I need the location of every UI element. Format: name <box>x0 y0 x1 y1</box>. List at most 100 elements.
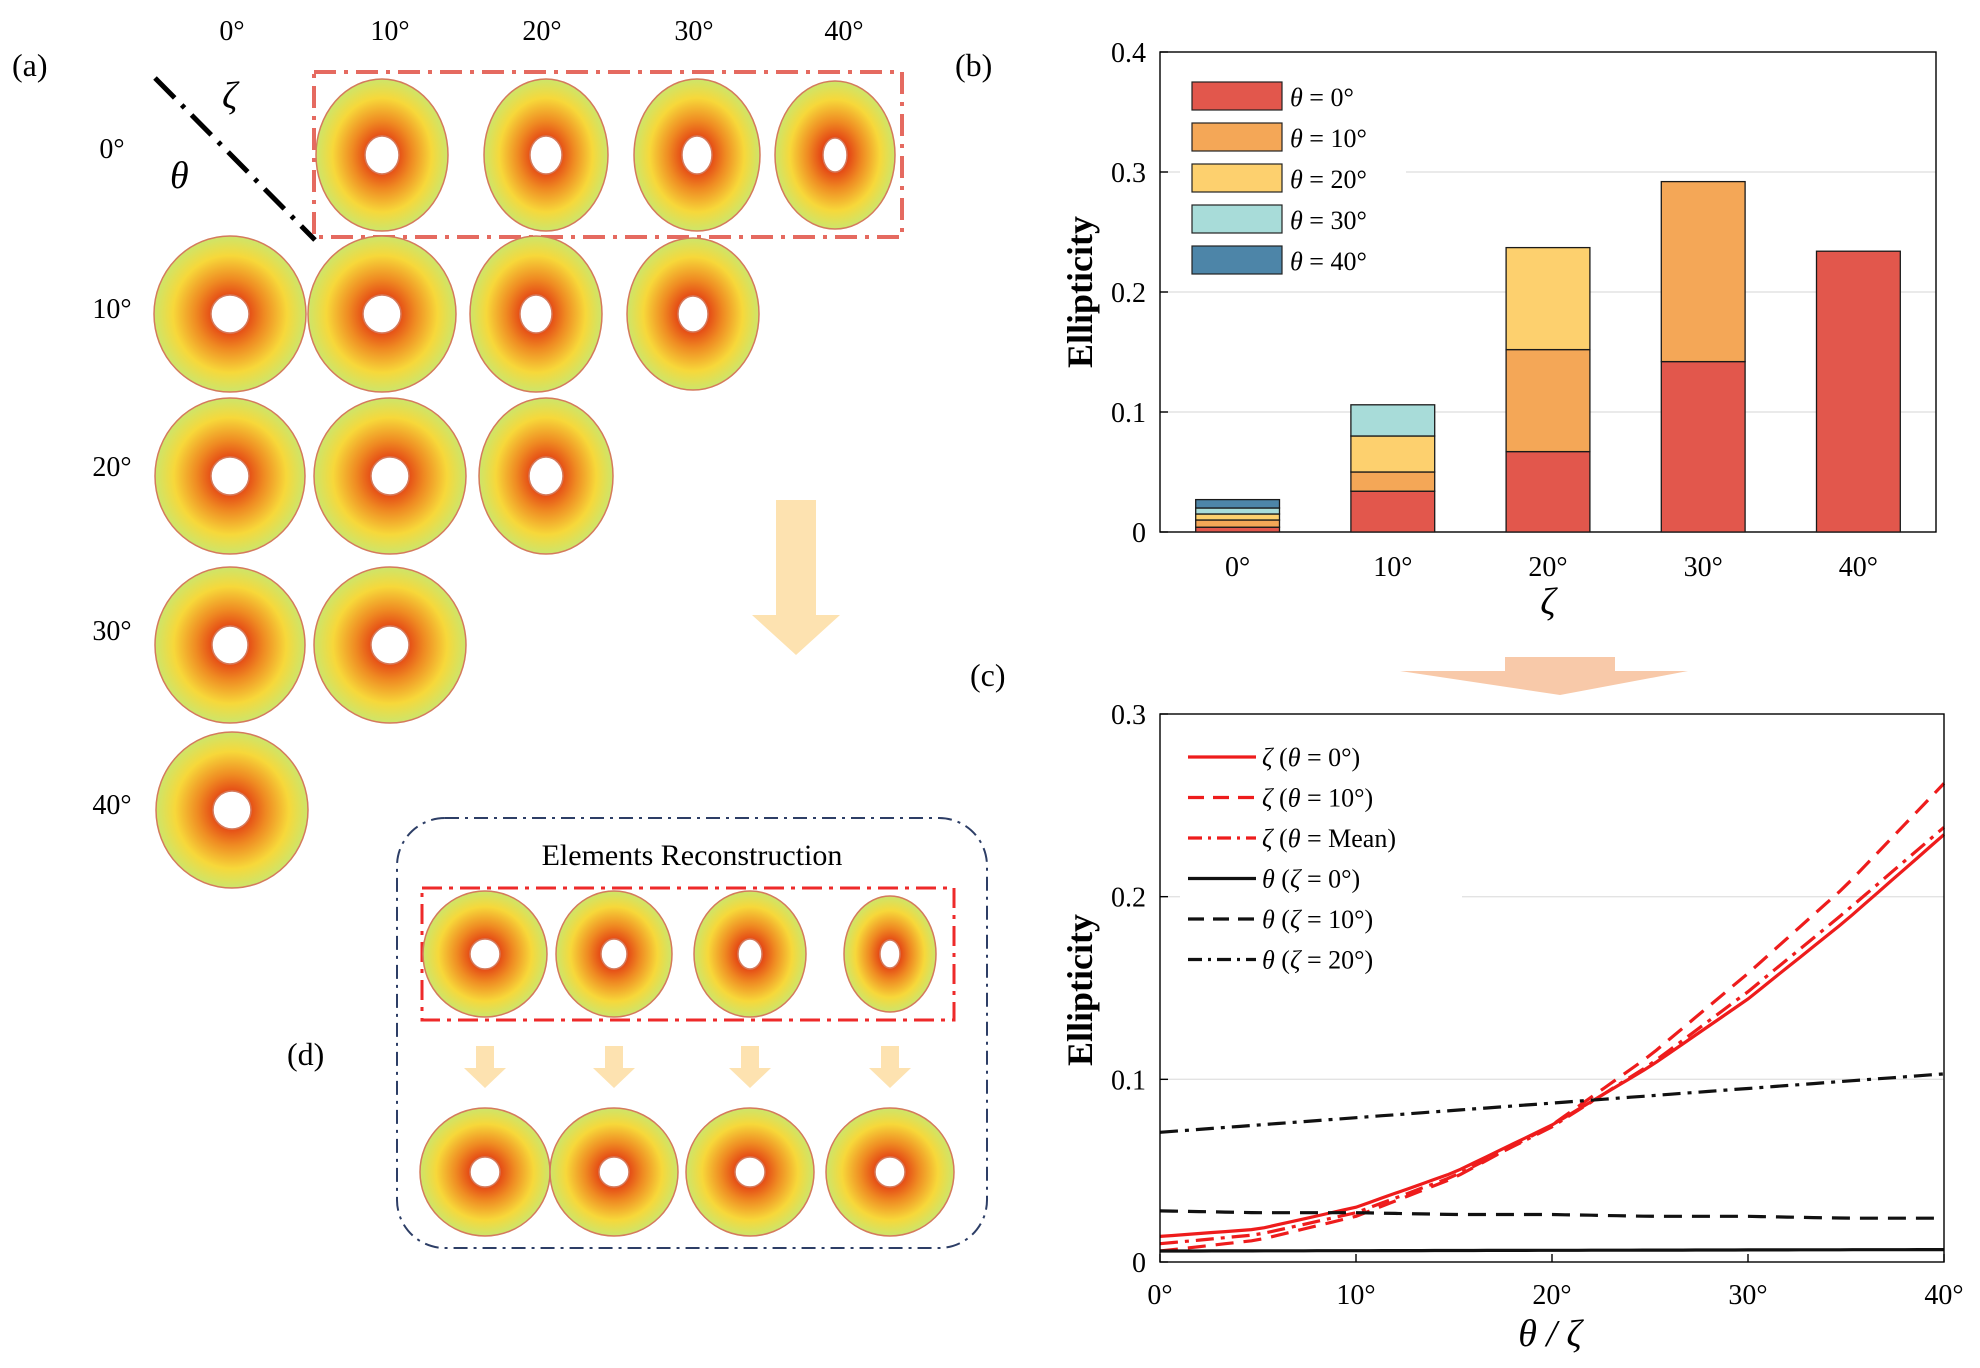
bar-xtick-label: 0° <box>1225 552 1250 583</box>
line-legend-label: ζ (θ = 10°) <box>1262 784 1373 813</box>
line-legend-label: θ (ζ = 0°) <box>1262 865 1360 894</box>
line-series-2 <box>1159 826 1946 1246</box>
panel-a-disc-grid: (a) ζ θ 0° 10° 20° 30° 40° 0° 10° 20° 30… <box>12 16 904 889</box>
line-chart-xlabel: θ / ζ <box>1518 1313 1584 1355</box>
line-ytick-label: 0.1 <box>1111 1065 1146 1096</box>
reconstruction-box <box>396 817 988 1249</box>
original-element-1 <box>422 890 548 1018</box>
bar-ytick-label: 0.4 <box>1111 38 1146 69</box>
line-ytick-label: 0 <box>1132 1248 1146 1279</box>
bar-legend-swatch <box>1191 245 1283 275</box>
disc-theta20-zeta20 <box>478 397 614 555</box>
line-series-4 <box>1159 1209 1944 1220</box>
col-label-zeta-20: 20° <box>522 16 561 47</box>
bar-segment-10deg-series-3 <box>1350 404 1436 437</box>
bar-legend-swatch <box>1191 81 1283 111</box>
bar-legend-swatch <box>1191 163 1283 193</box>
bar-legend-swatch <box>1191 122 1283 152</box>
bar-segment-20deg-series-2 <box>1505 246 1591 351</box>
highlight-frame-row-0 <box>312 70 904 239</box>
panel-d-reconstruction: (d) Elements Reconstruction <box>287 817 988 1249</box>
bar-legend-label: θ = 20° <box>1290 165 1367 194</box>
line-chart-ylabel: Ellipticity <box>1060 914 1100 1066</box>
bar-xtick-label: 30° <box>1684 552 1723 583</box>
bar-segment-30deg-series-0 <box>1660 360 1746 533</box>
panel-b-label: (b) <box>955 47 992 83</box>
panel-b-stacked-bar-chart: (b) 0 0.1 0.2 0.3 0.4 0° 10° 20° 30° 40° Ellipti… <box>955 38 1937 623</box>
bar-segment-10deg-series-0 <box>1350 490 1436 533</box>
bar-segment-10deg-series-2 <box>1350 435 1436 473</box>
bar-ytick-label: 0.3 <box>1111 158 1146 189</box>
bar-segment-20deg-series-1 <box>1505 348 1591 453</box>
bar-segment-10deg-series-1 <box>1350 471 1436 492</box>
bar-legend-swatch <box>1191 204 1283 234</box>
disc-theta0-zeta10 <box>315 78 449 232</box>
bar-legend-label: θ = 40° <box>1290 247 1367 276</box>
reconstruct-arrow-3 <box>729 1046 771 1088</box>
bar-chart-xlabel: ζ <box>1540 581 1558 623</box>
bar-xtick-label: 40° <box>1839 552 1878 583</box>
down-arrow-to-d <box>752 500 840 655</box>
original-element-2 <box>555 890 673 1018</box>
bar-segment-0deg-series-3 <box>1195 507 1281 515</box>
line-series-0 <box>1159 833 1946 1238</box>
disc-theta10-zeta0 <box>153 235 307 393</box>
bar-xtick-label: 10° <box>1373 552 1412 583</box>
reconstructed-element-2 <box>549 1107 679 1237</box>
bar-ytick-label: 0 <box>1132 518 1146 549</box>
diagonal-divider <box>153 76 317 242</box>
bar-segment-0deg-series-0 <box>1195 526 1281 533</box>
disc-theta30-zeta10 <box>313 566 467 724</box>
bar-segment-0deg-series-1 <box>1195 519 1281 528</box>
bar-segment-0deg-series-4 <box>1195 498 1281 509</box>
line-xtick-label: 0° <box>1147 1280 1172 1311</box>
bar-chart-legend: θ = 0° θ = 10° θ = 20° θ = 30° θ = 40° <box>1180 68 1406 290</box>
disc-theta40-zeta0 <box>155 731 309 889</box>
disc-theta10-zeta10 <box>307 235 457 393</box>
bar-legend-label: θ = 0° <box>1290 83 1354 112</box>
disc-theta20-zeta0 <box>154 397 306 555</box>
original-elements-frame <box>420 886 956 1022</box>
panel-d-label: (d) <box>287 1036 324 1072</box>
panel-a-label: (a) <box>12 47 48 83</box>
bar-xtick-label: 20° <box>1528 552 1567 583</box>
bar-legend-label: θ = 30° <box>1290 206 1367 235</box>
elements-reconstruction-title: Elements Reconstruction <box>542 839 843 872</box>
row-label-theta-20: 20° <box>92 452 131 483</box>
col-label-zeta-0: 0° <box>219 16 244 47</box>
line-xtick-label: 10° <box>1336 1280 1375 1311</box>
disc-theta0-zeta40 <box>774 80 896 230</box>
reconstruct-arrow-1 <box>464 1046 506 1088</box>
line-xtick-label: 40° <box>1924 1280 1963 1311</box>
panel-c-line-chart: (c) 0 0.1 0.2 0.3 0° 10° 20° 30° 40° Ellipticit… <box>970 657 1964 1355</box>
line-series-5 <box>1159 1072 1945 1134</box>
bar-ytick-label: 0.2 <box>1111 278 1146 309</box>
bar-segment-40deg-series-0 <box>1815 250 1901 533</box>
reconstructed-element-3 <box>685 1107 815 1237</box>
bar-segment-30deg-series-1 <box>1660 180 1746 363</box>
disc-theta0-zeta30 <box>633 78 761 232</box>
panel-c-label: (c) <box>970 657 1006 693</box>
line-legend-bg <box>1180 730 1462 980</box>
line-xtick-label: 30° <box>1728 1280 1767 1311</box>
row-label-theta-10: 10° <box>92 294 131 325</box>
bar-legend-label: θ = 10° <box>1290 124 1367 153</box>
theta-header-symbol: θ <box>170 155 189 197</box>
row-label-theta-30: 30° <box>92 616 131 647</box>
col-label-zeta-10: 10° <box>370 16 409 47</box>
reconstruct-arrow-2 <box>593 1046 635 1088</box>
disc-theta0-zeta20 <box>483 78 609 232</box>
line-legend-label: ζ (θ = Mean) <box>1262 824 1396 853</box>
line-ytick-label: 0.3 <box>1111 700 1146 731</box>
reconstruct-arrow-4 <box>869 1046 911 1088</box>
reconstructed-element-1 <box>419 1107 551 1237</box>
disc-theta20-zeta10 <box>313 397 467 555</box>
line-legend-label: θ (ζ = 10°) <box>1262 905 1373 934</box>
original-element-3 <box>693 890 807 1018</box>
reconstructed-element-4 <box>825 1107 955 1237</box>
line-chart-legend: ζ (θ = 0°) ζ (θ = 10°) ζ (θ = Mean) θ (ζ = … <box>1180 730 1462 980</box>
disc-theta10-zeta30 <box>626 237 760 391</box>
line-legend-label: ζ (θ = 0°) <box>1262 743 1360 772</box>
original-element-4 <box>843 895 937 1013</box>
